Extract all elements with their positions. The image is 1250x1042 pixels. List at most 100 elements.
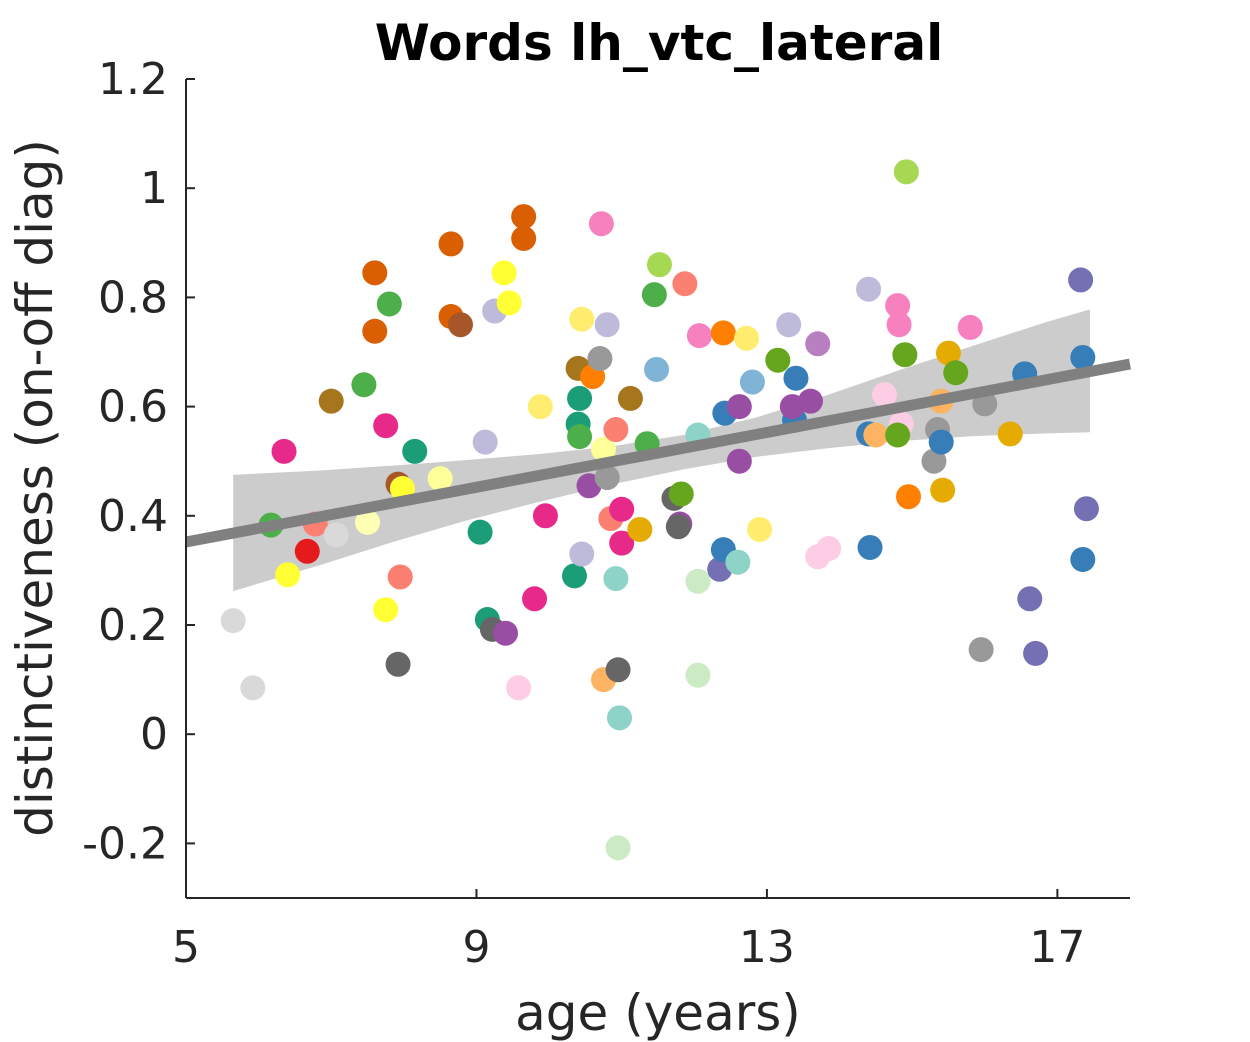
data-point	[872, 382, 898, 408]
x-axis-ticks: 5 9 13 17	[172, 889, 1085, 973]
data-point	[1023, 640, 1049, 666]
data-point	[609, 496, 635, 522]
y-tick-label: 1	[140, 163, 168, 214]
data-point	[739, 369, 765, 395]
data-point	[726, 394, 752, 420]
data-point	[863, 422, 889, 448]
axes: 5 9 13 17 -0.2 0 0.2 0.4 0.6 0.8 1 1.2	[82, 54, 1130, 973]
data-point	[935, 340, 961, 366]
y-axis-ticks: -0.2 0 0.2 0.4 0.6 0.8 1 1.2	[82, 54, 195, 869]
data-point	[511, 204, 537, 230]
data-points	[220, 159, 1099, 861]
regression-line	[184, 358, 1132, 548]
data-point	[594, 465, 620, 491]
data-point	[567, 385, 593, 411]
data-point	[605, 835, 631, 861]
data-point	[627, 516, 653, 542]
data-point	[561, 563, 587, 589]
data-point	[532, 503, 558, 529]
y-tick-label: 0.4	[98, 491, 168, 542]
data-point	[672, 271, 698, 297]
data-point	[591, 436, 617, 462]
data-point	[387, 564, 413, 590]
data-point	[646, 252, 672, 278]
data-point	[668, 481, 694, 507]
data-point	[271, 438, 297, 464]
data-point	[893, 159, 919, 185]
data-point	[943, 360, 969, 386]
data-point	[892, 342, 918, 368]
y-tick-label: 1.2	[98, 54, 168, 105]
data-point	[594, 312, 620, 338]
data-point	[725, 549, 751, 575]
data-point	[569, 541, 595, 567]
data-point	[1073, 496, 1099, 522]
y-tick-label: 0.6	[98, 382, 168, 433]
data-point	[527, 394, 553, 420]
data-point	[351, 372, 377, 398]
data-point	[603, 417, 629, 443]
x-tick-label: 17	[1029, 922, 1085, 973]
data-point	[968, 637, 994, 663]
data-point	[886, 312, 912, 338]
x-tick-label: 13	[739, 922, 795, 973]
data-point	[930, 477, 956, 503]
data-point	[567, 424, 593, 450]
data-point	[805, 331, 831, 357]
data-point	[376, 291, 402, 317]
data-point	[665, 514, 691, 540]
data-point	[294, 538, 320, 564]
data-point	[609, 530, 635, 556]
chart-title: Words lh_vtc_lateral	[375, 14, 943, 72]
y-tick-label: 0.8	[98, 272, 168, 323]
y-axis-label: distinctiveness (on-off diag)	[6, 139, 64, 837]
data-point	[1017, 586, 1043, 612]
data-point	[240, 675, 266, 701]
data-point	[493, 620, 519, 646]
data-point	[496, 290, 522, 316]
data-point	[438, 231, 464, 257]
data-point	[603, 566, 629, 592]
data-point	[957, 314, 983, 340]
data-point	[685, 662, 711, 688]
data-point	[885, 422, 911, 448]
x-tick-label: 5	[172, 922, 200, 973]
x-axis-label: age (years)	[515, 984, 801, 1042]
data-point	[605, 657, 631, 683]
data-point	[522, 586, 548, 612]
data-point	[856, 276, 882, 302]
y-tick-label: 0	[140, 709, 168, 760]
data-point	[644, 356, 670, 382]
y-tick-label: -0.2	[82, 818, 168, 869]
data-point	[857, 534, 883, 560]
data-point	[783, 365, 809, 391]
data-point	[685, 568, 711, 594]
data-point	[427, 466, 453, 492]
data-point	[491, 260, 517, 286]
data-point	[641, 282, 667, 308]
plot-area	[184, 159, 1132, 861]
data-point	[885, 293, 911, 319]
data-point	[362, 260, 388, 286]
data-point	[355, 509, 381, 535]
data-point	[506, 675, 532, 701]
data-point	[776, 312, 802, 338]
data-point	[997, 421, 1023, 447]
data-point	[569, 306, 595, 332]
data-point	[467, 519, 493, 545]
data-point	[607, 705, 633, 731]
data-point	[373, 597, 399, 623]
y-tick-label: 0.2	[98, 600, 168, 651]
data-point	[1070, 546, 1096, 572]
data-point	[275, 562, 301, 588]
data-point	[928, 429, 954, 455]
data-point	[1070, 344, 1096, 370]
data-point	[1068, 267, 1094, 293]
data-point	[710, 320, 736, 346]
data-point	[587, 346, 613, 372]
data-point	[588, 211, 614, 237]
data-point	[747, 516, 773, 542]
data-point	[511, 225, 537, 251]
data-point	[686, 323, 712, 349]
